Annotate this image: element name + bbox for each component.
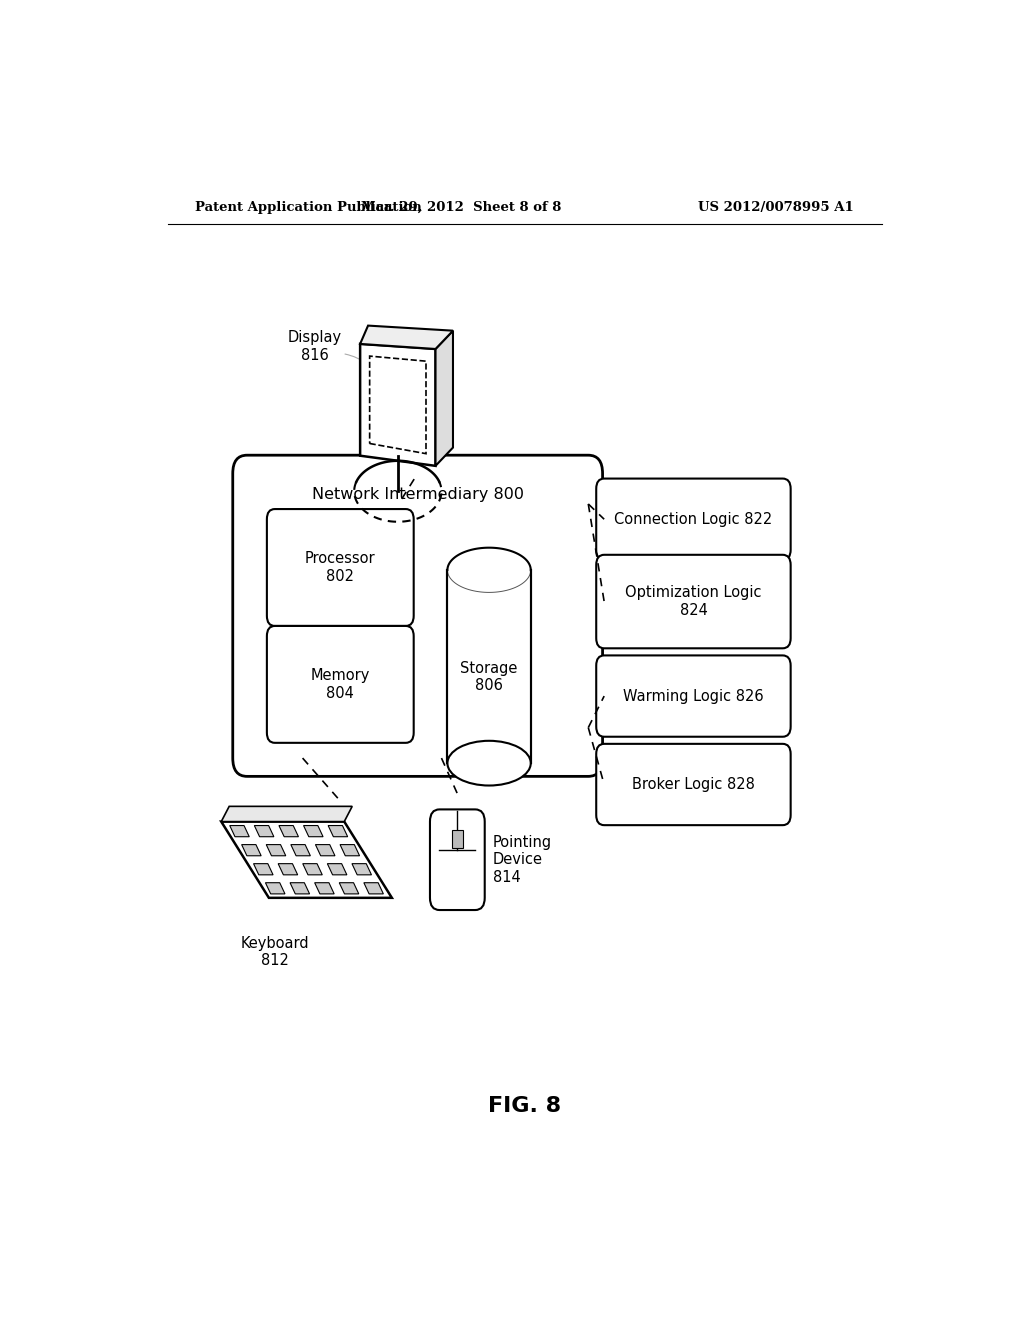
FancyBboxPatch shape [596, 479, 791, 560]
Polygon shape [254, 825, 273, 837]
Bar [452, 830, 463, 847]
FancyBboxPatch shape [596, 554, 791, 648]
Polygon shape [328, 863, 347, 875]
Polygon shape [290, 883, 309, 894]
Polygon shape [279, 863, 298, 875]
Ellipse shape [447, 741, 530, 785]
Polygon shape [339, 883, 358, 894]
Polygon shape [221, 821, 392, 898]
Polygon shape [221, 807, 352, 821]
Polygon shape [370, 356, 426, 454]
Polygon shape [266, 845, 286, 855]
Text: US 2012/0078995 A1: US 2012/0078995 A1 [698, 201, 854, 214]
FancyBboxPatch shape [232, 455, 602, 776]
Text: Keyboard
812: Keyboard 812 [241, 936, 309, 969]
Text: Processor
802: Processor 802 [305, 552, 376, 583]
Polygon shape [315, 845, 335, 855]
Text: Warming Logic 826: Warming Logic 826 [624, 689, 764, 704]
FancyBboxPatch shape [596, 744, 791, 825]
Text: Connection Logic 822: Connection Logic 822 [614, 512, 772, 527]
Polygon shape [291, 845, 310, 855]
Text: Mar. 29, 2012  Sheet 8 of 8: Mar. 29, 2012 Sheet 8 of 8 [361, 201, 561, 214]
Text: Pointing
Device
814: Pointing Device 814 [494, 834, 552, 884]
FancyBboxPatch shape [267, 626, 414, 743]
Text: Patent Application Publication: Patent Application Publication [196, 201, 422, 214]
Polygon shape [328, 825, 348, 837]
FancyBboxPatch shape [596, 656, 791, 737]
Bar [447, 570, 530, 762]
Text: Optimization Logic
824: Optimization Logic 824 [626, 585, 762, 618]
Text: Network Intermediary 800: Network Intermediary 800 [311, 487, 523, 502]
Polygon shape [303, 863, 323, 875]
Polygon shape [352, 863, 372, 875]
Text: Storage
806: Storage 806 [461, 660, 518, 693]
Polygon shape [229, 825, 249, 837]
Polygon shape [340, 845, 359, 855]
Text: Display
816: Display 816 [288, 330, 342, 363]
Polygon shape [254, 863, 273, 875]
Polygon shape [303, 825, 323, 837]
Polygon shape [242, 845, 261, 855]
Text: FIG. 8: FIG. 8 [488, 1096, 561, 1115]
Polygon shape [279, 825, 298, 837]
Text: Memory
804: Memory 804 [310, 668, 370, 701]
Polygon shape [360, 326, 453, 348]
Text: Broker Logic 828: Broker Logic 828 [632, 777, 755, 792]
Bar [447, 570, 530, 763]
FancyBboxPatch shape [430, 809, 484, 909]
FancyBboxPatch shape [267, 510, 414, 626]
Polygon shape [360, 345, 435, 466]
Polygon shape [435, 331, 453, 466]
Polygon shape [364, 883, 383, 894]
Polygon shape [314, 883, 334, 894]
Polygon shape [265, 883, 285, 894]
